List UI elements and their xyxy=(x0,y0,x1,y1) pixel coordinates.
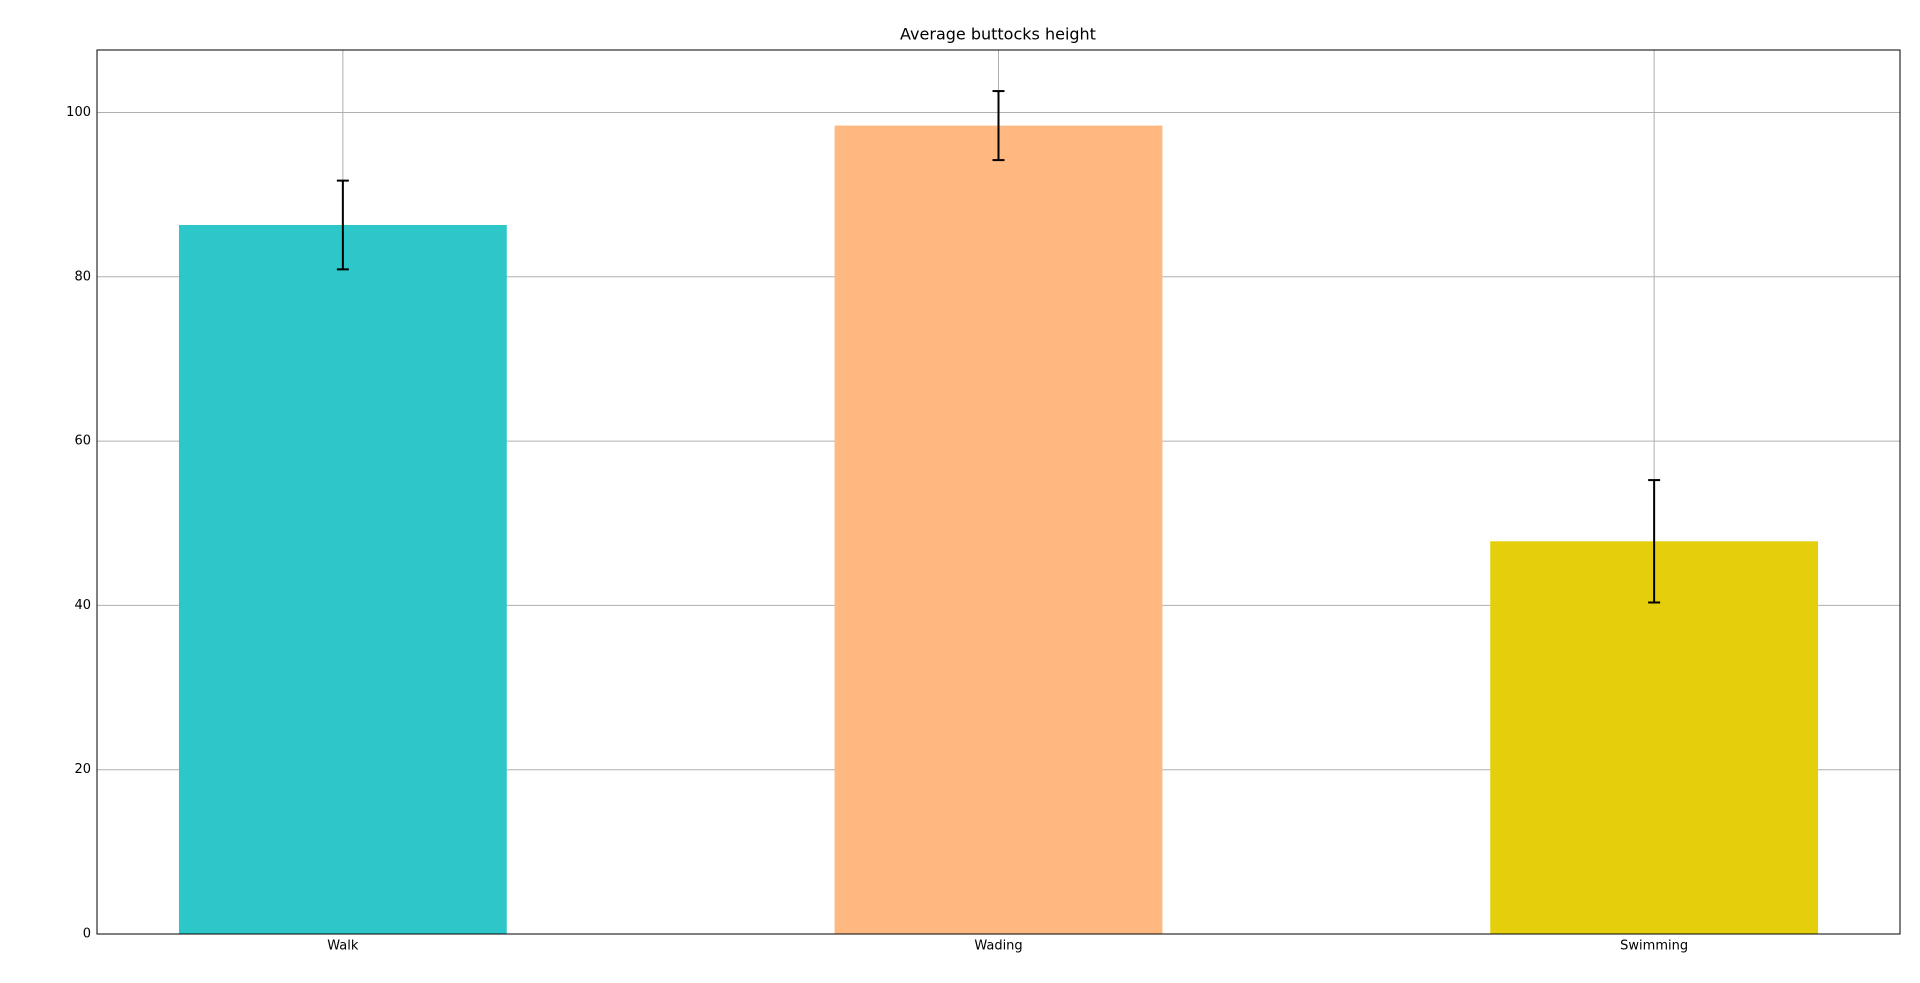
error-bar xyxy=(1648,479,1661,604)
y-tick-label: 80 xyxy=(74,269,91,284)
error-bar xyxy=(992,90,1005,162)
y-tick-label: 0 xyxy=(83,927,91,942)
bar xyxy=(178,224,507,935)
x-tick-label: Swimming xyxy=(1620,939,1688,954)
x-tick-label: Wading xyxy=(974,939,1022,954)
y-tick-label: 20 xyxy=(74,762,91,777)
y-tick-label: 100 xyxy=(66,105,91,120)
y-tick-label: 60 xyxy=(74,434,91,449)
chart-title: Average buttocks height xyxy=(900,25,1096,44)
bar xyxy=(834,125,1163,935)
y-tick-label: 40 xyxy=(74,598,91,613)
error-bar xyxy=(336,179,349,271)
plot-frame xyxy=(96,49,1901,935)
bar xyxy=(1490,541,1819,934)
x-tick-label: Walk xyxy=(327,939,359,954)
